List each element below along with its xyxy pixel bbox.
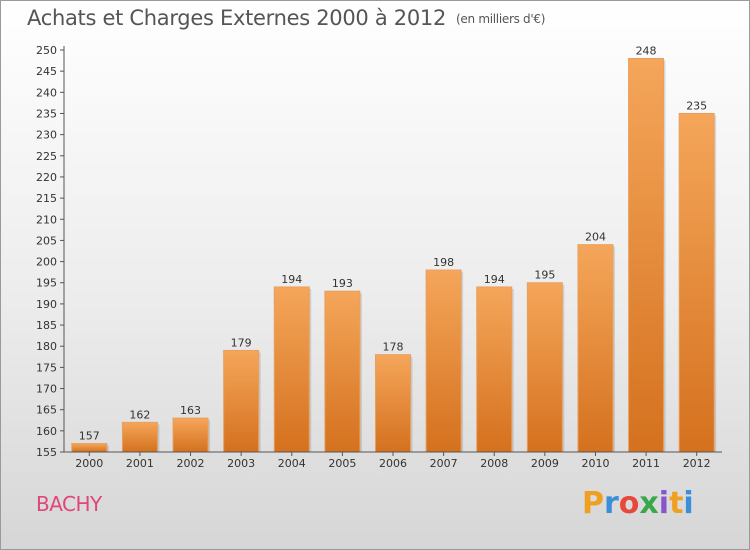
logo-letter: i bbox=[683, 486, 694, 521]
logo-letter: P bbox=[582, 486, 604, 521]
data-label: 193 bbox=[332, 277, 353, 290]
logo-letter: o bbox=[618, 486, 640, 521]
x-tick-label: 2001 bbox=[126, 457, 154, 470]
x-tick-label: 2000 bbox=[75, 457, 103, 470]
data-label: 235 bbox=[686, 99, 707, 112]
x-tick-label: 2009 bbox=[531, 457, 559, 470]
x-tick-label: 2007 bbox=[430, 457, 458, 470]
y-tick-label: 185 bbox=[36, 319, 57, 332]
x-tick-label: 2010 bbox=[581, 457, 609, 470]
commune-name: BACHY bbox=[36, 492, 102, 516]
x-tick-label: 2012 bbox=[683, 457, 711, 470]
data-label: 195 bbox=[534, 269, 555, 282]
bar bbox=[476, 286, 513, 453]
data-label: 198 bbox=[433, 256, 454, 269]
data-label: 157 bbox=[79, 430, 100, 443]
y-tick-label: 180 bbox=[36, 340, 57, 353]
bar bbox=[425, 269, 462, 453]
data-label: 179 bbox=[231, 336, 252, 349]
y-tick-label: 245 bbox=[36, 65, 57, 78]
y-tick-label: 215 bbox=[36, 192, 57, 205]
x-tick-label: 2005 bbox=[328, 457, 356, 470]
y-tick-label: 230 bbox=[36, 129, 57, 142]
bar bbox=[526, 282, 563, 453]
y-tick-label: 210 bbox=[36, 213, 57, 226]
y-tick-label: 175 bbox=[36, 361, 57, 374]
y-tick-label: 240 bbox=[36, 86, 57, 99]
data-label: 248 bbox=[636, 44, 657, 57]
y-tick-label: 195 bbox=[36, 277, 57, 290]
y-tick-label: 165 bbox=[36, 404, 57, 417]
y-tick-label: 205 bbox=[36, 234, 57, 247]
y-tick-label: 170 bbox=[36, 383, 57, 396]
bars: 157 162 163 179 194 193 178 198 194 195 204 248 235 bbox=[71, 44, 717, 453]
data-label: 163 bbox=[180, 404, 201, 417]
bar bbox=[172, 417, 209, 453]
bar bbox=[577, 244, 614, 453]
y-axis: 155 160 165 170 175 180 185 190 195 200 205 210 215 2… bbox=[36, 44, 65, 459]
bar bbox=[223, 349, 260, 453]
x-tick-label: 2011 bbox=[632, 457, 660, 470]
data-label: 194 bbox=[484, 273, 505, 286]
bar bbox=[71, 443, 108, 453]
data-label: 162 bbox=[129, 408, 150, 421]
y-tick-label: 160 bbox=[36, 425, 57, 438]
data-label: 178 bbox=[383, 341, 404, 354]
x-tick-label: 2004 bbox=[278, 457, 306, 470]
logo-letter: x bbox=[639, 486, 659, 521]
bar bbox=[324, 290, 361, 453]
logo-letter: i bbox=[658, 486, 670, 521]
y-tick-label: 225 bbox=[36, 150, 57, 163]
y-tick-label: 250 bbox=[36, 44, 57, 57]
x-tick-label: 2008 bbox=[480, 457, 508, 470]
logo-letter: r bbox=[604, 486, 619, 521]
chart-title: Achats et Charges Externes 2000 à 2012 (e… bbox=[27, 6, 545, 30]
bar bbox=[628, 57, 665, 453]
title-text: Achats et Charges Externes 2000 à 2012 bbox=[27, 6, 447, 30]
y-tick-label: 155 bbox=[36, 446, 57, 459]
bar bbox=[273, 286, 310, 453]
logo-letter: t bbox=[669, 486, 684, 521]
x-tick-label: 2006 bbox=[379, 457, 407, 470]
y-tick-label: 235 bbox=[36, 107, 57, 120]
y-tick-label: 190 bbox=[36, 298, 57, 311]
bar bbox=[375, 354, 411, 453]
unit-subtitle: (en milliers d'€) bbox=[456, 12, 546, 26]
x-axis: 2000 2001 2002 2003 2004 2005 2006 2007 2008 2009… bbox=[64, 451, 722, 470]
x-tick-label: 2003 bbox=[227, 457, 255, 470]
y-tick-label: 220 bbox=[36, 171, 57, 184]
bar bbox=[678, 112, 715, 453]
data-label: 194 bbox=[281, 273, 302, 286]
y-tick-label: 200 bbox=[36, 256, 57, 269]
bar bbox=[121, 421, 158, 453]
x-tick-label: 2002 bbox=[177, 457, 205, 470]
proxiti-logo: Proxiti bbox=[582, 486, 694, 521]
data-label: 204 bbox=[585, 231, 606, 244]
